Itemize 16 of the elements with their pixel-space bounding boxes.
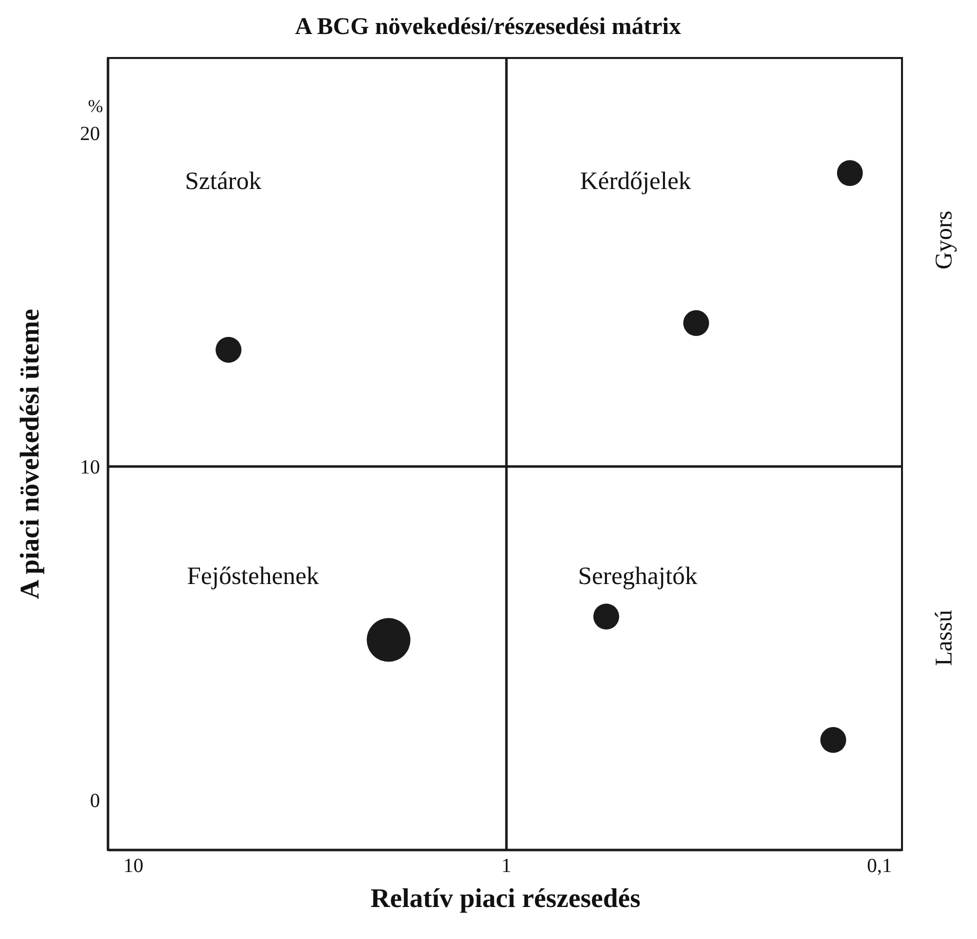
chart-title: A BCG növekedési/részesedési mátrix [294, 14, 682, 41]
y-tick-label: 20 [80, 123, 100, 146]
x-axis-title: Relatív piaci részesedés [370, 883, 642, 914]
annotation: Fejőstehenek [187, 563, 319, 591]
text: Gyors [932, 210, 958, 270]
annotation: Kérdőjelek [580, 168, 692, 196]
y-tick-label: 10 [80, 456, 100, 479]
x-tick-label: 10 [123, 855, 144, 878]
annotation: Sereghajtók [578, 563, 698, 591]
y-axis-title: A piaci növekedési üteme [14, 308, 46, 600]
annotation: Sztárok [185, 168, 262, 196]
x-tick-label: 0,1 [866, 855, 892, 878]
x-tick-label: 1 [501, 855, 512, 878]
text: Lassú [932, 610, 958, 666]
text: % [88, 96, 103, 117]
y-tick-label: 0 [90, 790, 100, 812]
